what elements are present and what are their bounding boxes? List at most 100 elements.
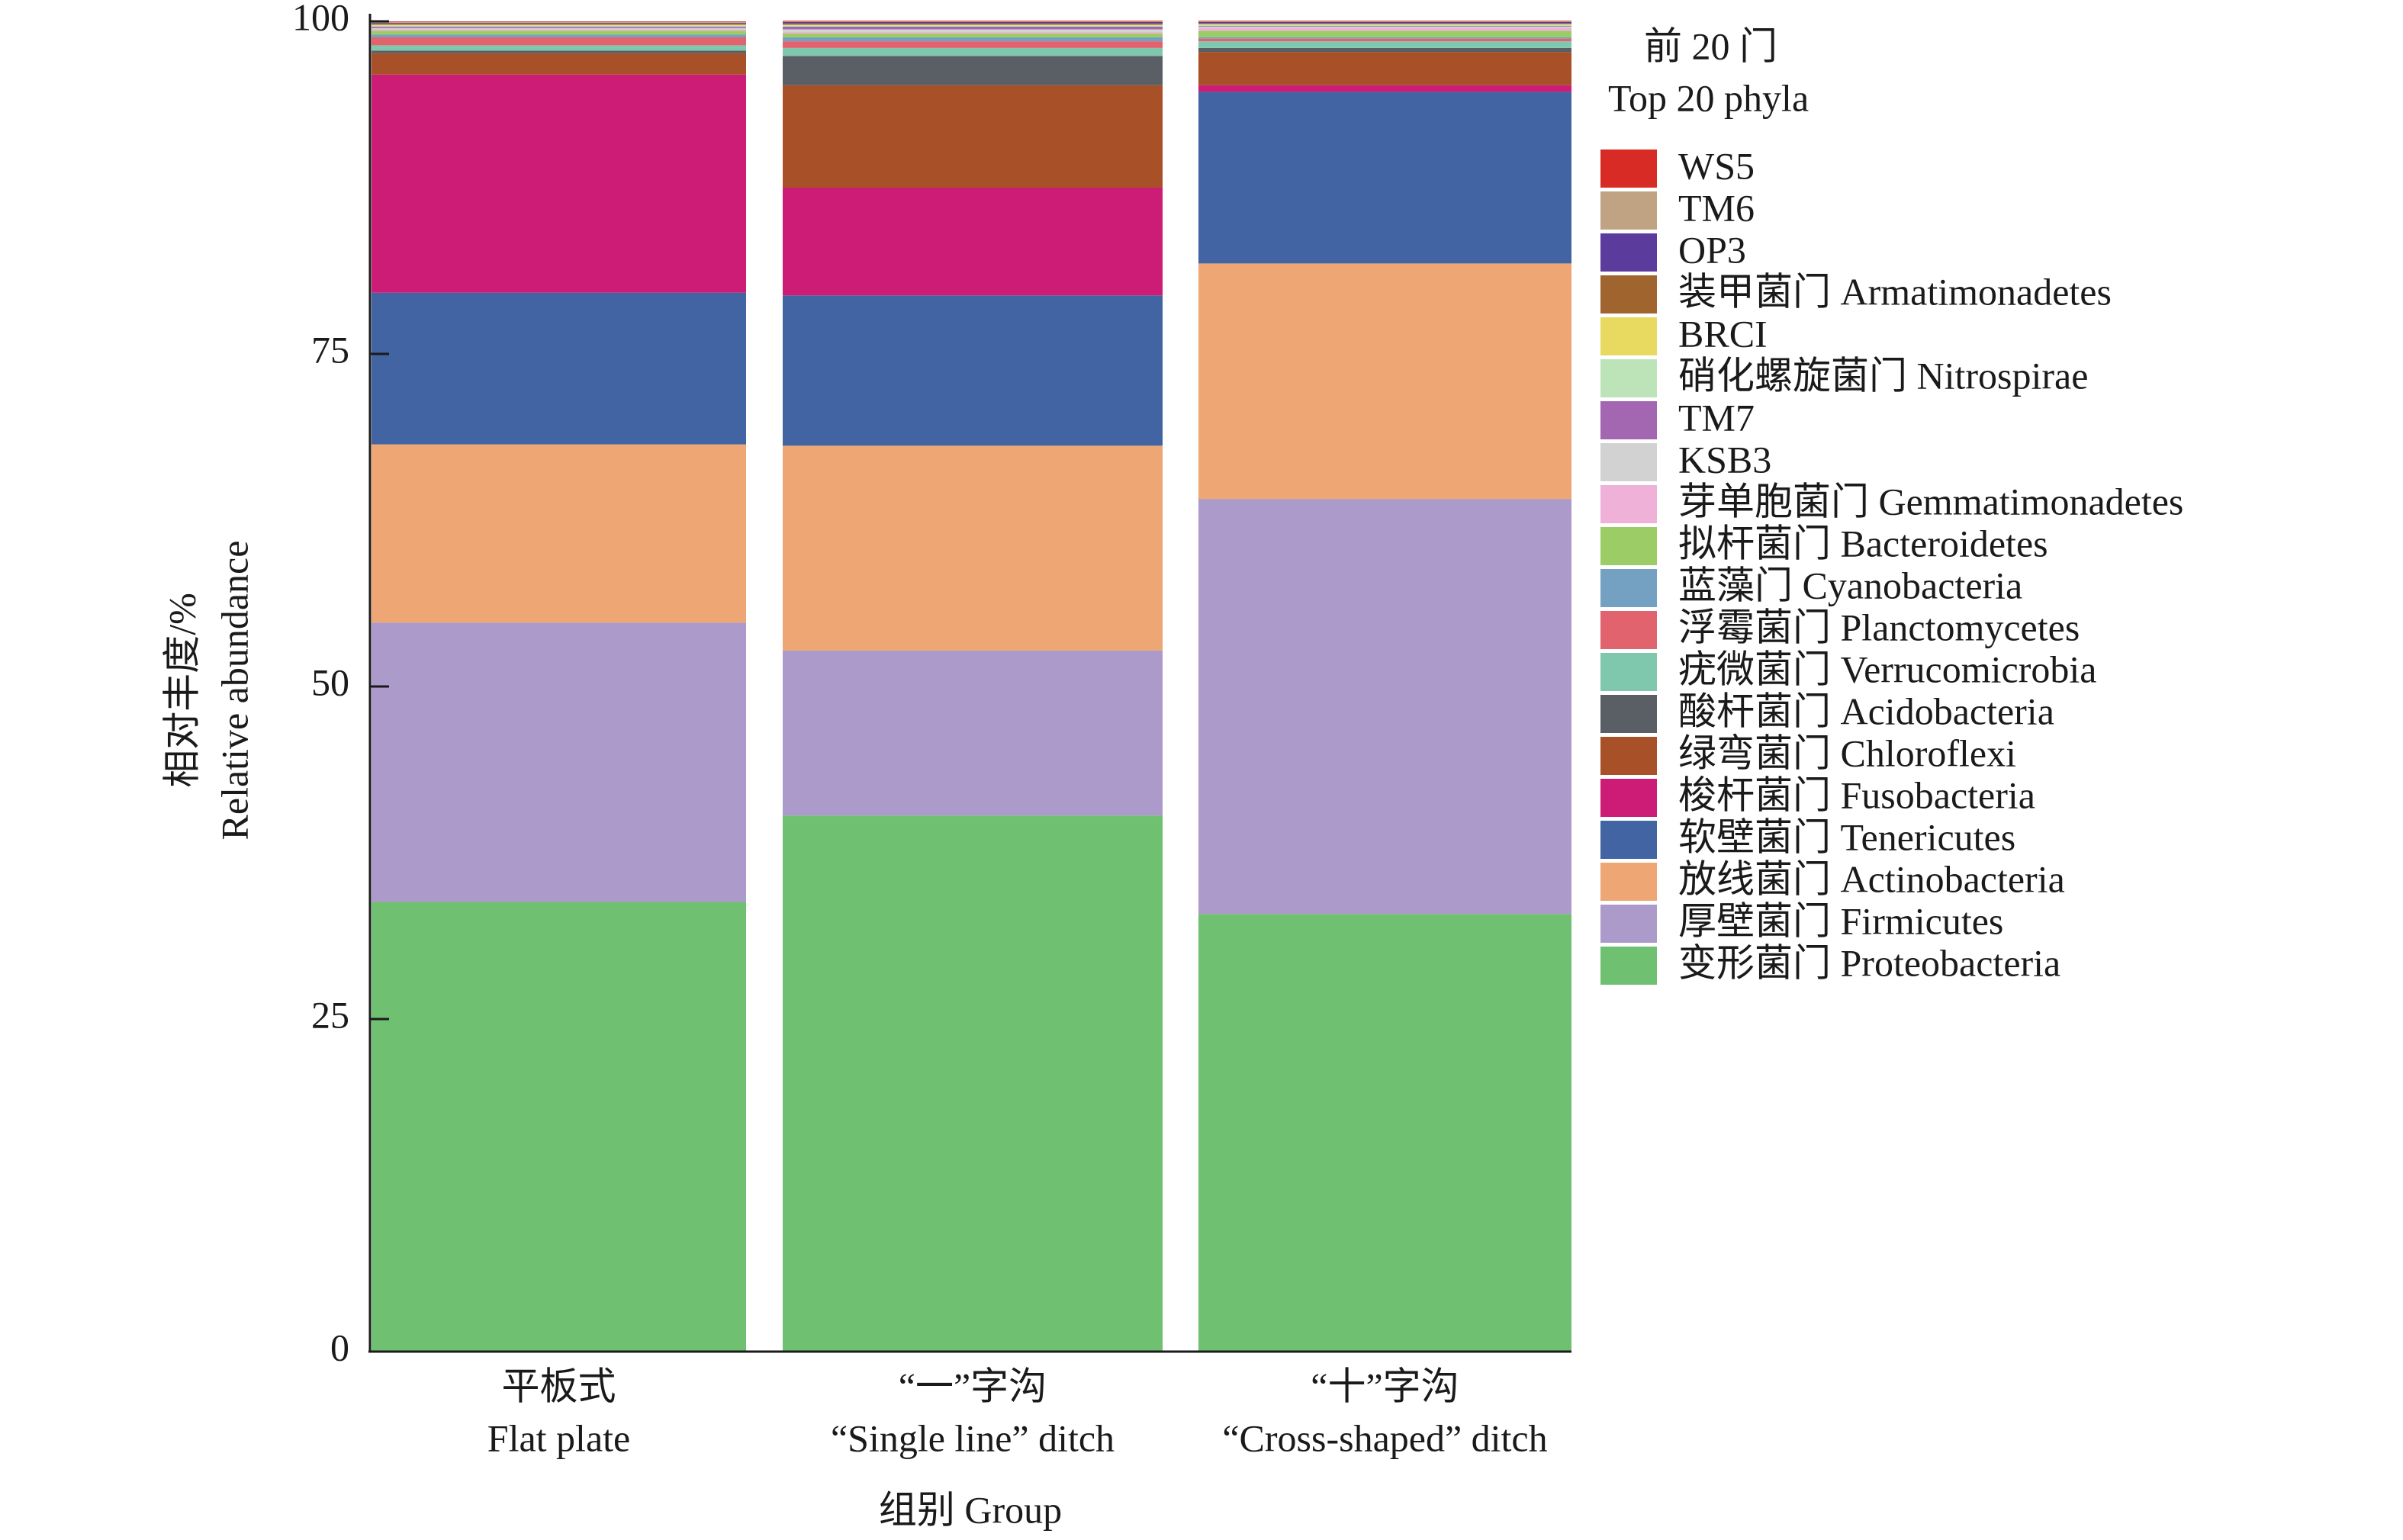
bar-segment-chloroflexi bbox=[783, 85, 1163, 188]
bar-segment-planctomycetes bbox=[783, 41, 1163, 48]
legend-swatch bbox=[1600, 149, 1657, 188]
legend-swatch bbox=[1600, 191, 1657, 230]
bar-segment-planctomycetes bbox=[372, 37, 746, 46]
bar-segment-nitrospirae bbox=[783, 25, 1163, 27]
legend-item-gemmatimonadetes: 芽单胞菌门 Gemmatimonadetes bbox=[1600, 480, 2183, 523]
legend-item-bacteroidetes: 拟杆菌门 Bacteroidetes bbox=[1600, 522, 2048, 565]
bar-segment-cyanobacteria bbox=[372, 34, 746, 37]
x-axis-title: 组别 Group bbox=[879, 1488, 1062, 1531]
y-tick-label: 50 bbox=[311, 661, 349, 703]
legend-label: WS5 bbox=[1678, 144, 1755, 187]
bar-segment-op3 bbox=[372, 22, 746, 24]
legend-item-firmicutes: 厚壁菌门 Firmicutes bbox=[1600, 899, 2003, 943]
bar-segment-op3 bbox=[1198, 21, 1571, 24]
bar-segment-ksb3 bbox=[783, 29, 1163, 32]
bar-segment-brci bbox=[783, 24, 1163, 26]
legend-item-ksb3: KSB3 bbox=[1600, 438, 1771, 481]
bar-segment-fusobacteria bbox=[372, 74, 746, 293]
legend-swatch bbox=[1600, 821, 1657, 859]
bar-segment-tm7 bbox=[783, 26, 1163, 30]
legend-label: 厚壁菌门 Firmicutes bbox=[1678, 899, 2003, 942]
bar-segment-gemmatimonadetes bbox=[372, 29, 746, 31]
x-tick-label-cn: “一”字沟 bbox=[899, 1365, 1047, 1407]
legend-item-verrucomicrobia: 疣微菌门 Verrucomicrobia bbox=[1600, 648, 2096, 691]
legend-label: 放线菌门 Actinobacteria bbox=[1678, 857, 2065, 900]
legend-swatch bbox=[1600, 317, 1657, 355]
bar-segment-ws5 bbox=[372, 21, 746, 22]
bar-segment-ksb3 bbox=[1198, 26, 1571, 28]
y-axis-title: 相对丰度/% Relative abundance bbox=[160, 541, 256, 841]
y-axis-title-en: Relative abundance bbox=[213, 541, 256, 841]
x-tick-label-en: Flat plate bbox=[487, 1416, 630, 1459]
bar-segment-tm6 bbox=[1198, 21, 1571, 22]
bar-segment-nitrospirae bbox=[1198, 24, 1571, 27]
bar-segment-tenericutes bbox=[1198, 92, 1571, 264]
legend-label: TM7 bbox=[1678, 396, 1755, 439]
bar-segment-proteobacteria bbox=[1198, 914, 1571, 1352]
legend-swatch bbox=[1600, 233, 1657, 272]
bar-segment-verrucomicrobia bbox=[783, 47, 1163, 56]
bar-segment-acidobacteria bbox=[1198, 47, 1571, 53]
legend-item-op3: OP3 bbox=[1600, 228, 1746, 272]
bar-segment-acidobacteria bbox=[372, 50, 746, 53]
bar-segment-tenericutes bbox=[372, 292, 746, 445]
bar-segment-actinobacteria bbox=[372, 444, 746, 623]
legend-label: 软壁菌门 Tenericutes bbox=[1678, 815, 2015, 858]
legend-label: OP3 bbox=[1678, 228, 1746, 271]
legend-swatch bbox=[1600, 779, 1657, 817]
bar-segment-verrucomicrobia bbox=[372, 45, 746, 51]
bar-segment-cyanobacteria bbox=[1198, 37, 1571, 39]
bar-segment-firmicutes bbox=[783, 650, 1163, 816]
legend-label: 蓝藻门 Cyanobacteria bbox=[1678, 564, 2022, 606]
bar-segment-armatimonadetes bbox=[783, 23, 1163, 25]
bar-segment-armatimonadetes bbox=[372, 23, 746, 25]
bar-segment-chloroflexi bbox=[372, 53, 746, 75]
y-tick-label: 75 bbox=[311, 328, 349, 371]
bar-segment-fusobacteria bbox=[783, 188, 1163, 296]
legend-item-acidobacteria: 酸杆菌门 Acidobacteria bbox=[1600, 690, 2054, 733]
bar-segment-op3 bbox=[783, 21, 1163, 24]
bar-segment-tm6 bbox=[783, 21, 1163, 22]
bar-segment-proteobacteria bbox=[372, 902, 746, 1352]
bar-segment-planctomycetes bbox=[1198, 38, 1571, 42]
legend-label: 硝化螺旋菌门 Nitrospirae bbox=[1678, 354, 2088, 397]
x-tick-label-cn: “十”字沟 bbox=[1311, 1365, 1459, 1407]
bar-segment-ksb3 bbox=[372, 27, 746, 30]
legend-item-tenericutes: 软壁菌门 Tenericutes bbox=[1600, 815, 2015, 859]
x-tick-label-en: “Single line” ditch bbox=[831, 1416, 1115, 1459]
legend-swatch bbox=[1600, 611, 1657, 649]
bar-segment-acidobacteria bbox=[783, 56, 1163, 85]
bar-segment-cyanobacteria bbox=[783, 37, 1163, 42]
legend-item-fusobacteria: 梭杆菌门 Fusobacteria bbox=[1600, 773, 2035, 817]
legend-swatch bbox=[1600, 695, 1657, 733]
legend-item-proteobacteria: 变形菌门 Proteobacteria bbox=[1600, 941, 2060, 985]
x-category-labels: 平板式 Flat plate “一”字沟 “Single line” ditch “十”… bbox=[487, 1365, 1548, 1459]
legend-label: 芽单胞菌门 Gemmatimonadetes bbox=[1678, 480, 2183, 522]
legend-label: 拟杆菌门 Bacteroidetes bbox=[1678, 522, 2048, 564]
legend-label: 梭杆菌门 Fusobacteria bbox=[1678, 773, 2035, 816]
bars-layer bbox=[372, 21, 1571, 1352]
legend-item-planctomycetes: 浮霉菌门 Planctomycetes bbox=[1600, 606, 2080, 649]
legend-label: 浮霉菌门 Planctomycetes bbox=[1678, 606, 2080, 648]
bar-segment-bacteroidetes bbox=[1198, 31, 1571, 37]
bar-segment-gemmatimonadetes bbox=[1198, 27, 1571, 31]
legend-label: KSB3 bbox=[1678, 438, 1771, 481]
legend-title-cn: 前 20 门 bbox=[1644, 24, 1777, 67]
legend-item-chloroflexi: 绿弯菌门 Chloroflexi bbox=[1600, 731, 2016, 775]
bar-segment-nitrospirae bbox=[372, 25, 746, 27]
legend-item-nitrospirae: 硝化螺旋菌门 Nitrospirae bbox=[1600, 354, 2088, 397]
legend-swatch bbox=[1600, 737, 1657, 775]
legend-label: 酸杆菌门 Acidobacteria bbox=[1678, 690, 2054, 732]
bar-segment-bacteroidetes bbox=[783, 33, 1163, 37]
y-tick-label: 0 bbox=[330, 1326, 349, 1368]
bar-segment-bacteroidetes bbox=[372, 31, 746, 35]
bar-stack-2 bbox=[783, 21, 1163, 1352]
bar-segment-proteobacteria bbox=[783, 815, 1163, 1352]
bar-segment-chloroflexi bbox=[1198, 52, 1571, 85]
legend-swatch bbox=[1600, 569, 1657, 607]
legend-swatch bbox=[1600, 359, 1657, 397]
bar-segment-tm6 bbox=[372, 21, 746, 23]
legend-label: 疣微菌门 Verrucomicrobia bbox=[1678, 648, 2096, 690]
